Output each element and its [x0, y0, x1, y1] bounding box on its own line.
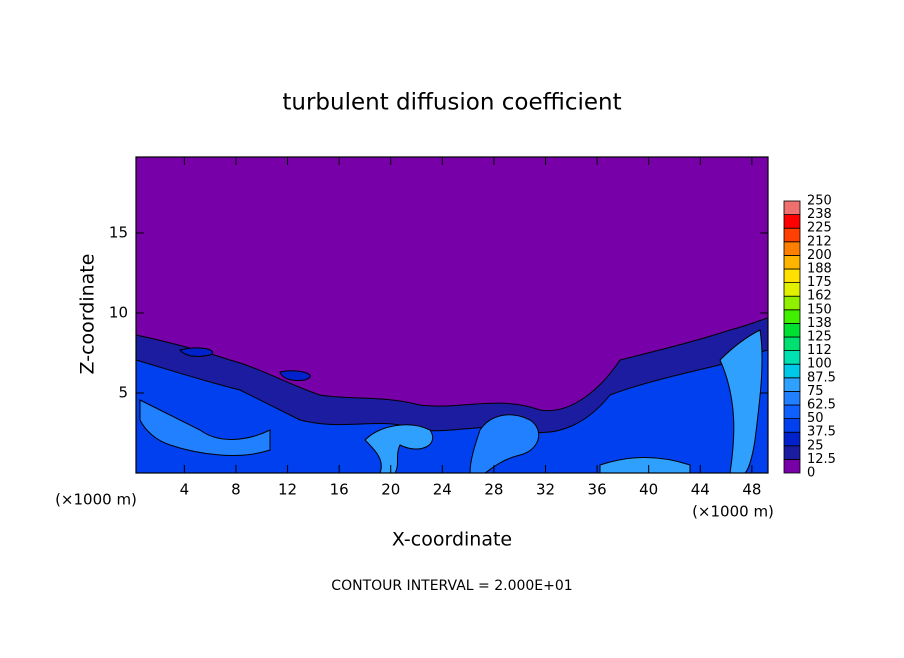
footer: CONTOUR INTERVAL = 2.000E+01: [331, 578, 572, 594]
colorbar-swatch: [783, 363, 801, 379]
colorbar-label: 25: [807, 438, 824, 453]
y-axis-label: Z-coordinate: [77, 254, 99, 375]
y-unit-label: (×1000 m): [55, 491, 137, 509]
x-axis-label: X-coordinate: [392, 529, 512, 551]
colorbar-swatch: [783, 268, 801, 284]
x-tick-label: 20: [381, 481, 400, 499]
colorbar-label: 188: [807, 262, 832, 277]
field-region: [179, 347, 311, 381]
colorbar-swatch: [783, 458, 801, 474]
colorbar-swatch: [783, 418, 801, 433]
colorbar-label: 250: [807, 194, 832, 209]
colorbar-label: 125: [807, 330, 832, 345]
x-tick-label: 24: [433, 481, 452, 499]
colorbar-swatch: [783, 377, 801, 392]
colorbar-label: 12.5: [807, 452, 836, 467]
colorbar-label: 87.5: [807, 370, 836, 385]
colorbar-label: 75: [807, 384, 824, 399]
colorbar-label: 212: [807, 234, 832, 249]
colorbar-swatch: [783, 227, 801, 243]
colorbar-label: 225: [807, 221, 832, 236]
colorbar-swatch: [783, 431, 801, 447]
field-region: [599, 457, 691, 474]
colorbar-label: 200: [807, 248, 832, 263]
x-tick-label: 32: [536, 481, 555, 499]
x-tick-label: 16: [330, 481, 349, 499]
colorbar-swatch: [783, 295, 801, 311]
colorbar-swatch: [783, 200, 801, 216]
colorbar-swatch: [783, 254, 801, 270]
colorbar-label: 162: [807, 289, 832, 304]
colorbar-label: 50: [807, 411, 824, 426]
x-tick-label: 12: [278, 481, 297, 499]
colorbar-swatch: [783, 390, 801, 406]
field-region: [139, 399, 271, 456]
colorbar-label: 238: [807, 207, 832, 222]
colorbar-swatch: [783, 404, 801, 420]
colorbar-swatch: [783, 445, 801, 460]
colorbar-label: 112: [807, 343, 832, 358]
field-region: [364, 424, 433, 474]
colorbar-label: 175: [807, 275, 832, 290]
x-tick-label: 28: [484, 481, 503, 499]
colorbar-label: 150: [807, 302, 832, 317]
field-region: [719, 329, 763, 474]
colorbar-swatch: [783, 336, 801, 352]
chart-title: turbulent diffusion coefficient: [282, 90, 621, 116]
colorbar-label: 100: [807, 357, 832, 372]
field-region: [469, 414, 540, 474]
x-tick-label: 44: [691, 481, 710, 499]
colorbar-swatch: [783, 214, 801, 229]
y-tick-label: 5: [118, 384, 128, 402]
colorbar-swatch: [783, 309, 801, 324]
plot-frame: [135, 156, 769, 474]
y-tick-label: 15: [109, 224, 128, 242]
x-tick-label: 4: [180, 481, 190, 499]
x-unit-label: (×1000 m): [692, 503, 774, 521]
colorbar-swatch: [783, 241, 801, 256]
colorbar-label: 62.5: [807, 398, 836, 413]
x-tick-label: 8: [231, 481, 241, 499]
y-tick-label: 10: [109, 304, 128, 322]
colorbar-swatch: [783, 322, 801, 338]
colorbar-swatch: [783, 282, 801, 297]
colorbar-label: 0: [807, 466, 815, 481]
x-tick-label: 36: [588, 481, 607, 499]
contour-field: [135, 157, 769, 474]
colorbar-swatch: [783, 350, 801, 365]
x-tick-label: 48: [742, 481, 761, 499]
colorbar-label: 138: [807, 316, 832, 331]
colorbar-label: 37.5: [807, 425, 836, 440]
x-tick-label: 40: [639, 481, 658, 499]
